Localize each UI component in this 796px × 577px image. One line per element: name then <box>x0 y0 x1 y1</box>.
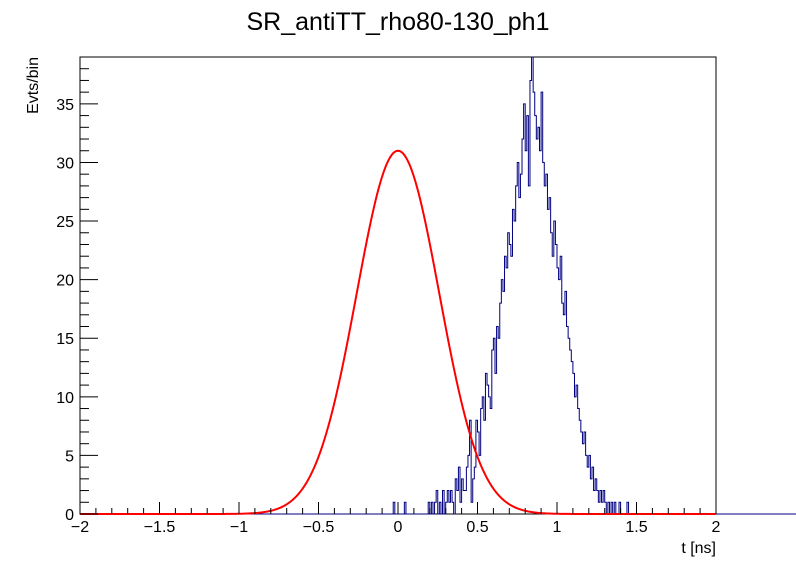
x-tick-label: −2 <box>71 519 89 536</box>
y-tick-label: 20 <box>56 273 74 290</box>
y-tick-label: 10 <box>56 390 74 407</box>
y-tick-label: 15 <box>56 331 74 348</box>
x-tick-label: 1 <box>553 519 562 536</box>
chart-title: SR_antiTT_rho80-130_ph1 <box>247 8 550 36</box>
x-tick-label: 0.5 <box>466 519 488 536</box>
x-tick-label: 2 <box>712 519 721 536</box>
x-tick-label: −1.5 <box>144 519 176 536</box>
x-tick-label: −1 <box>230 519 248 536</box>
x-tick-label: 1.5 <box>625 519 647 536</box>
x-axis-label: t [ns] <box>681 540 716 557</box>
gaussian-fit-line <box>80 149 716 515</box>
x-tick-label: −0.5 <box>303 519 335 536</box>
x-tick-label: 0 <box>394 519 403 536</box>
y-tick-label: 30 <box>56 155 74 172</box>
y-tick-label: 35 <box>56 97 74 114</box>
y-axis-label: Evts/bin <box>25 57 42 114</box>
y-tick-label: 0 <box>65 507 74 524</box>
y-tick-label: 25 <box>56 214 74 231</box>
y-tick-label: 5 <box>65 448 74 465</box>
